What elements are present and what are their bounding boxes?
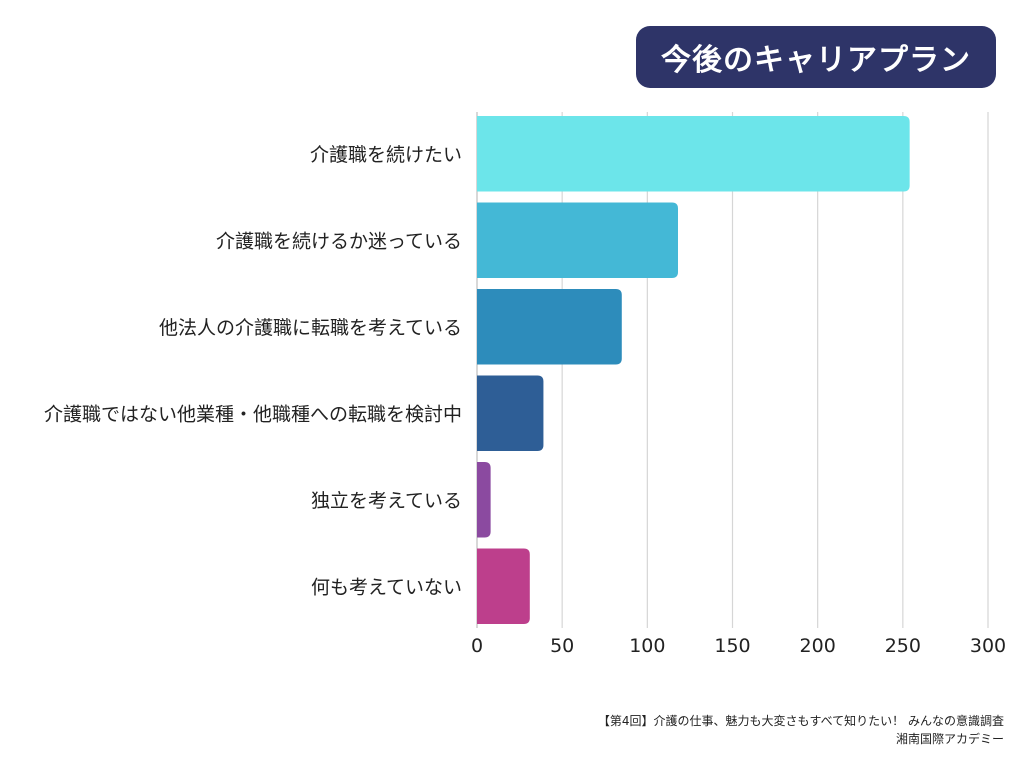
x-tick-label: 150 <box>714 635 750 657</box>
bar <box>477 202 678 278</box>
x-tick-label: 50 <box>550 635 574 657</box>
footer: 【第4回】介護の仕事、魅力も大変さもすべて知りたい！ みんなの意識調査 湘南国際… <box>598 712 1004 748</box>
category-label: 他法人の介護職に転職を考えている <box>159 317 462 339</box>
bar <box>477 289 622 365</box>
footer-source: 【第4回】介護の仕事、魅力も大変さもすべて知りたい！ みんなの意識調査 <box>597 714 1004 728</box>
chart-title-badge: 今後のキャリアプラン <box>636 26 996 88</box>
x-tick-label: 200 <box>800 635 836 657</box>
x-tick-label: 250 <box>885 635 921 657</box>
gridlines <box>476 112 989 628</box>
category-labels: 介護職を続けたい介護職を続けるか迷っている他法人の介護職に転職を考えている介護職… <box>44 144 462 599</box>
bar <box>477 375 544 451</box>
bar <box>477 548 530 624</box>
category-label: 何も考えていない <box>311 576 462 598</box>
bars <box>477 116 910 624</box>
x-tick-label: 300 <box>970 635 1006 657</box>
category-label: 介護職ではない他業種・他職種への転職を検討中 <box>44 403 462 425</box>
category-label: 介護職を続けたい <box>310 144 462 166</box>
chart-title: 今後のキャリアプラン <box>661 43 971 78</box>
bar <box>477 116 910 192</box>
bar <box>477 462 491 538</box>
x-tick-label: 0 <box>471 635 483 657</box>
x-tick-labels: 0 50 100 150 200 250 300 <box>471 635 1006 657</box>
x-tick-label: 100 <box>629 635 665 657</box>
category-label: 独立を考えている <box>311 490 462 512</box>
category-label: 介護職を続けるか迷っている <box>216 230 462 252</box>
footer-organization: 湘南国際アカデミー <box>895 732 1004 746</box>
